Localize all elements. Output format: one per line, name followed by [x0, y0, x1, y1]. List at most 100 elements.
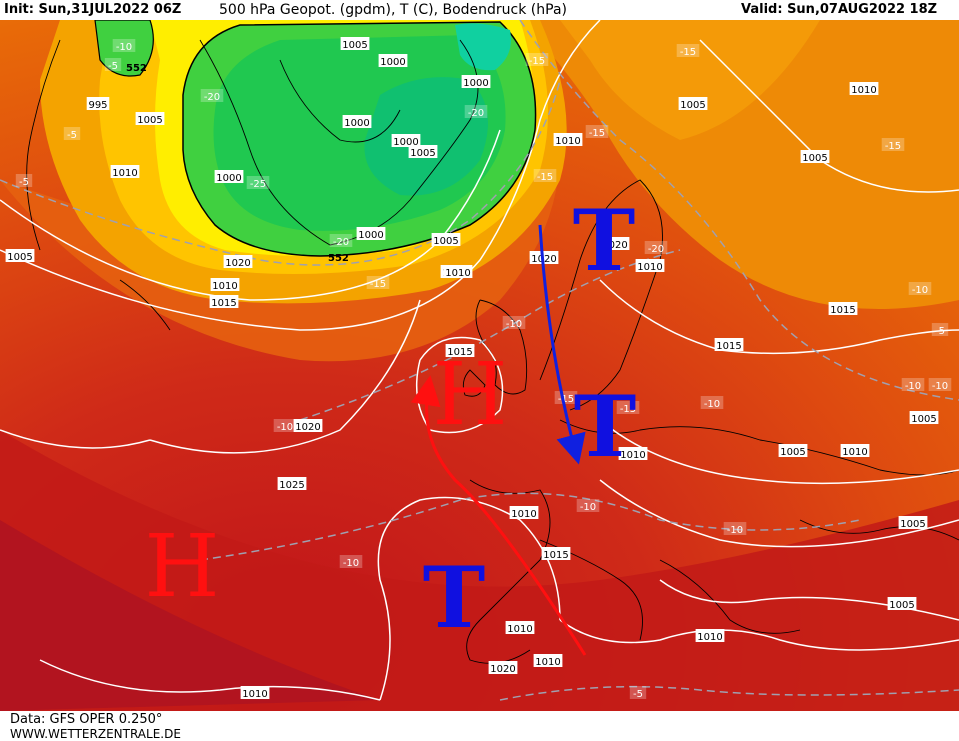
pressure-label-box	[800, 150, 830, 163]
pressure-label-box	[849, 82, 879, 95]
pressure-label-box	[461, 75, 491, 88]
pressure-label: 1000	[380, 57, 405, 68]
temperature-labels: -10 -5 -5 -5 -20 -25 -20 -20 -15 -15 -15 -15 -20 -15 -…	[15, 39, 952, 700]
pressure-label: 1020	[490, 664, 515, 675]
coastlines	[26, 39, 959, 664]
pressure-label-box	[529, 251, 559, 264]
pressure-label-box	[356, 227, 386, 240]
temperature-label-box	[931, 323, 949, 336]
pressure-labels: 1005100099510001005100099510001000100010…	[5, 37, 939, 700]
pressure-label: 1010	[637, 262, 662, 273]
pressure-label: 1005	[680, 100, 705, 111]
pressure-label: 1015	[447, 347, 472, 358]
pressure-label-box	[553, 133, 583, 146]
pressure-label-box	[618, 447, 648, 460]
pressure-label: 1025	[279, 480, 304, 491]
pressure-label: 1000	[344, 118, 369, 129]
pressure-label-box	[214, 170, 244, 183]
temperature-label: -15	[589, 128, 605, 139]
height-552-label-1: 552	[126, 63, 147, 74]
pressure-label: 1020	[295, 422, 320, 433]
pressure-label-box	[210, 278, 240, 291]
field-580-band	[0, 150, 560, 362]
pressure-label: 995	[88, 100, 107, 111]
pressure-label-box	[277, 477, 307, 490]
temperature-label: -5	[935, 326, 945, 337]
temperature-label: -15	[620, 404, 636, 415]
chart-title: 500 hPa Geopot. (gpdm), T (C), Bodendruc…	[219, 2, 567, 18]
pressure-label: 1010	[242, 689, 267, 700]
temperature-label-box	[723, 522, 747, 535]
temperature-label-box	[881, 138, 905, 151]
temperature-label: -10	[580, 502, 596, 513]
pressure-label: 1010	[445, 268, 470, 279]
pressure-label-box	[378, 54, 408, 67]
temperature-label: -10	[932, 381, 948, 392]
red-arrow	[410, 375, 587, 656]
temperature-label-box	[585, 125, 609, 138]
pressure-label: 1005	[911, 414, 936, 425]
pressure-label: 1000	[358, 230, 383, 241]
temperature-label-box	[928, 378, 952, 391]
temperature-label: -10	[912, 285, 928, 296]
pressure-label-box	[240, 686, 270, 699]
temperature-label: -25	[250, 179, 266, 190]
temperature-label-box	[339, 555, 363, 568]
temperature-label-box	[15, 174, 33, 187]
temperature-label: -20	[333, 237, 349, 248]
temperature-label: -5	[108, 61, 118, 72]
pressure-label: 1005	[433, 236, 458, 247]
temperature-label: -10	[277, 422, 293, 433]
pressure-label: 1010	[511, 509, 536, 520]
temperature-label-box	[246, 176, 270, 189]
pressure-label: 1010	[555, 136, 580, 147]
temperature-lines	[0, 20, 959, 701]
pressure-label: 1005	[410, 148, 435, 159]
weather-map: 4764804844884924965005045085125165205245…	[0, 20, 959, 711]
height-552-label-2: 552	[328, 253, 349, 264]
temperature-label: -20	[648, 244, 664, 255]
website: WWW.WETTERZENTRALE.DE	[10, 727, 181, 741]
pressure-label-box	[828, 302, 858, 315]
pressure-label: 1000	[463, 78, 488, 89]
pressure-label-box	[340, 37, 370, 50]
temperature-label-box	[525, 53, 549, 66]
temperature-label-box	[502, 316, 526, 329]
pressure-label: 1005	[7, 252, 32, 263]
pressure-label-box	[898, 516, 928, 529]
temperature-label: -15	[558, 394, 574, 405]
temperature-label-box	[616, 401, 640, 414]
low-544-contour	[364, 77, 488, 196]
pressure-label: 1005	[889, 600, 914, 611]
pressure-label-box	[431, 233, 461, 246]
temperature-label-box	[464, 105, 488, 118]
pressure-label-box	[443, 265, 473, 278]
temperature-label: -10	[116, 42, 132, 53]
low-symbol-3: T	[423, 548, 486, 647]
temperature-label-box	[533, 169, 557, 182]
pressure-label-box	[635, 259, 665, 272]
pressure-label-box	[600, 237, 630, 250]
pressure-label-box	[391, 134, 421, 147]
temperature-label: -15	[370, 279, 386, 290]
pressure-label: 1015	[543, 550, 568, 561]
temperature-label-box	[901, 378, 925, 391]
temperature-label: -5	[67, 130, 77, 141]
high-symbol-2: H	[433, 345, 508, 445]
temperature-label-box	[329, 234, 353, 247]
pressure-label: 1000	[393, 137, 418, 148]
pressure-label-box	[533, 654, 563, 667]
low-552-small	[94, 20, 154, 77]
temperature-label: -10	[506, 319, 522, 330]
temperature-label-box	[700, 396, 724, 409]
pressure-label-box	[714, 338, 744, 351]
temperature-label-box	[104, 58, 122, 71]
pressure-label: 1020	[225, 258, 250, 269]
low-536-contour	[455, 23, 511, 71]
temperature-label: -15	[529, 56, 545, 67]
pressure-label-box	[110, 165, 140, 178]
low-symbol-2: T	[574, 377, 637, 476]
low-symbol-1: T	[573, 191, 636, 290]
temperature-label-box	[63, 127, 81, 140]
temperature-label: -10	[343, 558, 359, 569]
